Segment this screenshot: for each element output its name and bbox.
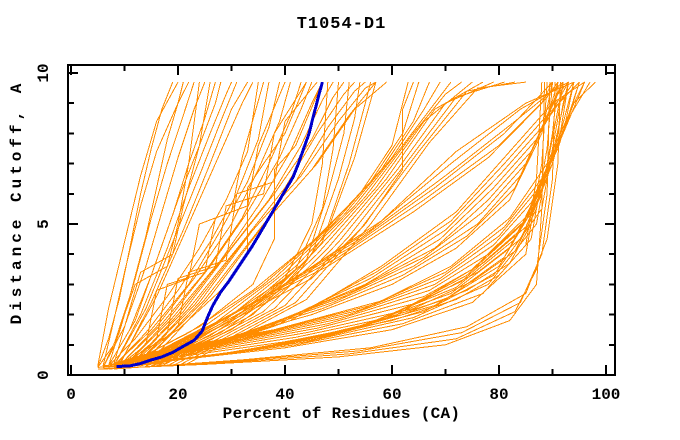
model-curve	[145, 81, 372, 367]
model-curve	[129, 81, 569, 359]
model-curve	[156, 81, 473, 367]
y-tick-label: 10	[35, 63, 53, 82]
model-curve	[113, 81, 281, 367]
x-tick-label: 0	[66, 386, 76, 404]
model-curve	[161, 81, 484, 367]
model-curve	[102, 81, 190, 367]
model-curve	[119, 82, 559, 362]
model-curve	[167, 81, 494, 367]
model-curves	[97, 81, 596, 370]
model-curve	[151, 81, 462, 367]
model-curve	[129, 81, 307, 367]
model-curve	[124, 81, 286, 367]
model-curve	[134, 81, 355, 367]
model-curve	[118, 81, 254, 365]
plot-border	[67, 64, 616, 376]
x-axis-label: Percent of Residues (CA)	[222, 405, 461, 423]
model-curve	[140, 81, 377, 367]
model-curve	[124, 81, 323, 367]
model-curve	[108, 82, 200, 367]
model-curve	[140, 81, 441, 367]
model-curve	[151, 81, 580, 367]
model-curve	[113, 81, 232, 367]
model-curve	[161, 81, 575, 356]
x-tick-label: 60	[382, 386, 401, 404]
model-curve	[183, 81, 526, 367]
x-tick-label: 20	[168, 386, 187, 404]
model-curve	[97, 82, 545, 370]
model-curve	[156, 81, 585, 367]
model-curve	[108, 82, 556, 370]
chart-title: T1054-D1	[296, 15, 387, 34]
x-tick-label: 100	[592, 386, 621, 404]
highlight-curve	[116, 81, 324, 368]
model-curve	[103, 82, 551, 370]
model-curve	[102, 81, 206, 368]
model-curve	[145, 81, 387, 367]
model-curve	[113, 82, 270, 367]
model-curve	[177, 81, 516, 367]
model-curve	[108, 82, 259, 367]
model-curve	[140, 81, 575, 356]
model-curve	[113, 81, 238, 367]
model-curve	[108, 81, 222, 367]
model-curve	[103, 82, 543, 367]
x-tick-label: 80	[489, 386, 508, 404]
model-curve	[113, 82, 561, 370]
axis-ticks	[69, 66, 614, 376]
model-curve	[97, 81, 179, 366]
model-curve	[124, 81, 323, 367]
model-curve	[135, 82, 569, 358]
model-curve	[118, 81, 265, 367]
model-curve	[118, 81, 307, 367]
model-curve	[113, 82, 211, 365]
y-tick-label: 5	[35, 219, 53, 229]
model-curve	[134, 81, 318, 365]
model-curve	[129, 81, 334, 367]
model-curve	[145, 81, 414, 364]
model-curve	[97, 81, 184, 368]
model-curve	[151, 81, 586, 353]
model-curve	[134, 81, 430, 367]
x-tick-label: 40	[275, 386, 294, 404]
model-curve	[118, 81, 249, 367]
model-curve	[124, 82, 564, 361]
y-tick-label: 0	[35, 370, 53, 380]
